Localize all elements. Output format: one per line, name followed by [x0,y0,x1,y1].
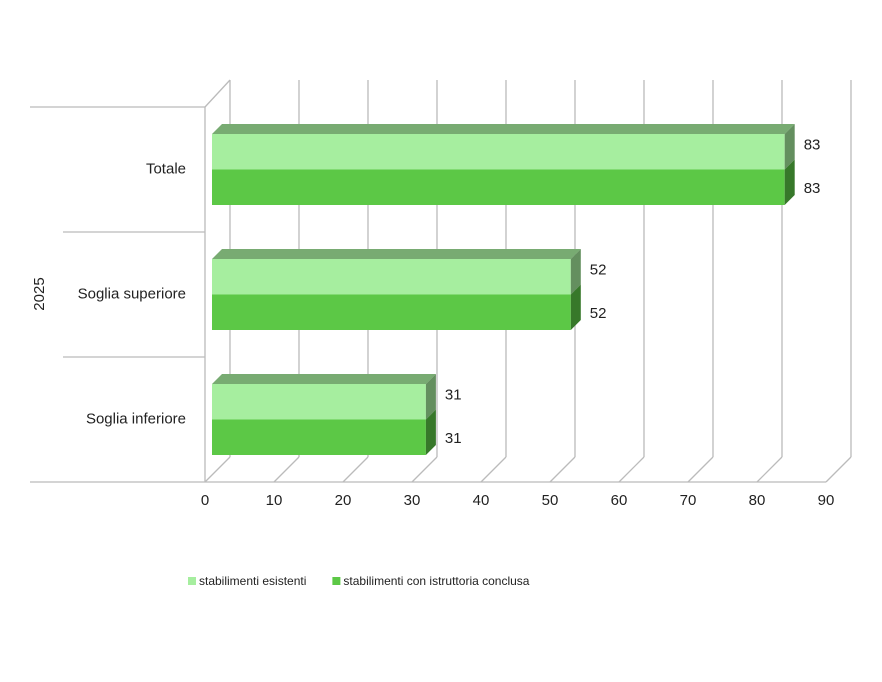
legend-label: stabilimenti con istruttoria conclusa [343,574,529,588]
x-tick-label: 10 [266,492,283,509]
value-label: 52 [590,305,607,322]
grid-line [411,456,438,483]
x-tick-label: 30 [404,492,421,509]
bar-top [212,249,581,259]
x-tick-label: 50 [542,492,559,509]
bar [212,419,426,455]
legend-label: stabilimenti esistenti [199,574,306,588]
y-tick-label: Totale [146,160,186,177]
group-label: 2025 [31,277,48,310]
grid-line [756,456,783,483]
bar-side [570,249,581,295]
value-label: 52 [590,262,607,279]
x-tick-label: 60 [611,492,628,509]
grid-line [618,456,645,483]
x-tick-label: 20 [335,492,352,509]
legend-swatch [188,577,196,585]
grid-line [204,456,231,483]
y-tick-label: Soglia superiore [78,285,186,302]
bar-side [425,409,436,455]
bar [212,294,571,330]
bar [212,169,785,205]
bar [212,134,785,170]
x-tick-label: 70 [680,492,697,509]
y-tick-label: Soglia inferiore [86,410,186,427]
x-tick-label: 40 [473,492,490,509]
grid-line [480,456,507,483]
grid-line [549,456,576,483]
grid-line [273,456,300,483]
grid-line [687,456,714,483]
bar-side [425,374,436,420]
bar [212,384,426,420]
axis-line [204,79,231,108]
grid-line [825,456,852,483]
value-label: 83 [804,137,821,154]
bar-top [212,124,795,134]
grid-line [342,456,369,483]
x-tick-label: 80 [749,492,766,509]
x-tick-label: 90 [818,492,835,509]
bar-top [212,374,436,384]
bar-side [784,159,795,205]
bar-side [570,284,581,330]
bar-side [784,124,795,170]
bar [212,259,571,295]
x-tick-label: 0 [201,492,209,509]
value-label: 31 [445,387,462,404]
value-label: 31 [445,430,462,447]
legend-swatch [332,577,341,585]
value-label: 83 [804,180,821,197]
